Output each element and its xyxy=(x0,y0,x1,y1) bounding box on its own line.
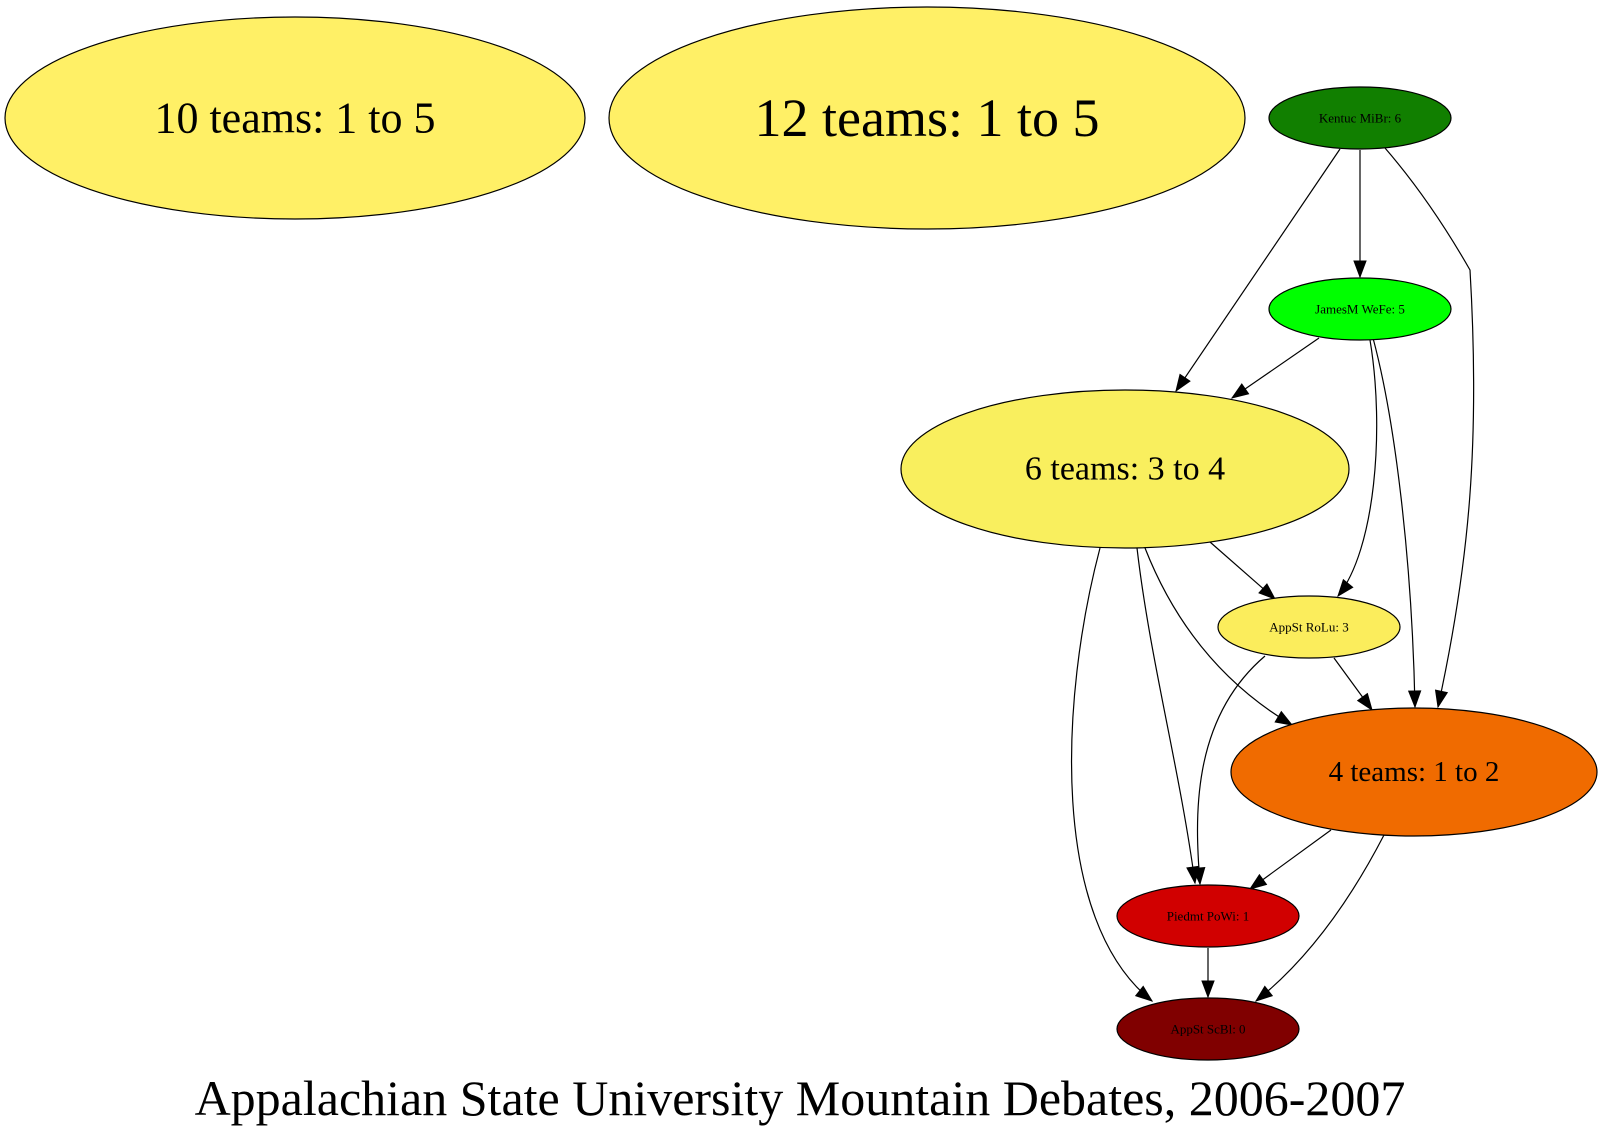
edge-line-jamesm-to-g6 xyxy=(1231,337,1320,399)
arrowhead-g6-to-appst_scbl xyxy=(1134,985,1154,1002)
arrowhead-appst_rolu-to-piedmt xyxy=(1192,867,1206,886)
node-ellipse-g6 xyxy=(900,389,1350,549)
node-kentuc: Kentuc MiBr: 6 xyxy=(1268,86,1452,150)
arrowhead-kentuc-to-g4 xyxy=(1434,689,1449,709)
graph-caption: Appalachian State University Mountain De… xyxy=(195,1070,1406,1126)
node-label-g12: 12 teams: 1 to 5 xyxy=(755,88,1100,148)
node-ellipse-g10 xyxy=(4,16,586,220)
node-g4: 4 teams: 1 to 2 xyxy=(1230,707,1598,837)
edge-g6-to-appst_rolu xyxy=(1209,541,1277,600)
node-jamesm: JamesM WeFe: 5 xyxy=(1268,277,1452,341)
node-ellipse-g4 xyxy=(1230,707,1598,837)
edge-g6-to-piedmt xyxy=(1136,547,1200,885)
edge-line-g4-to-appst_scbl xyxy=(1255,834,1385,1002)
edge-line-g4-to-piedmt xyxy=(1249,829,1332,890)
node-g10: 10 teams: 1 to 5 xyxy=(4,16,586,220)
node-ellipse-piedmt xyxy=(1116,884,1300,948)
arrowhead-piedmt-to-appst_scbl xyxy=(1201,980,1215,999)
node-piedmt: Piedmt PoWi: 1 xyxy=(1116,884,1300,948)
node-g12: 12 teams: 1 to 5 xyxy=(608,6,1246,230)
arrowhead-kentuc-to-g6 xyxy=(1175,373,1191,393)
nodes-layer: 10 teams: 1 to 5 12 teams: 1 to 5 Kentuc M… xyxy=(4,6,1598,1061)
node-ellipse-appst-scbl xyxy=(1116,997,1300,1061)
edge-kentuc-to-g4 xyxy=(1384,147,1475,709)
edge-g6-to-g4 xyxy=(1144,547,1294,726)
edge-appst_rolu-to-g4 xyxy=(1333,657,1373,712)
node-appst-scbl: AppSt ScBl: 0 xyxy=(1116,997,1300,1061)
node-ellipse-kentuc xyxy=(1268,86,1452,150)
edge-appst_rolu-to-piedmt xyxy=(1192,655,1266,886)
edge-kentuc-to-g6 xyxy=(1175,148,1341,393)
node-label-g10: 10 teams: 1 to 5 xyxy=(154,94,435,143)
edge-piedmt-to-appst_scbl xyxy=(1201,948,1215,999)
node-label-appst-rolu: AppSt RoLu: 3 xyxy=(1269,620,1348,635)
edge-g6-to-appst_scbl xyxy=(1070,547,1154,1002)
arrowhead-jamesm-to-g6 xyxy=(1230,383,1250,399)
node-ellipse-jamesm xyxy=(1268,277,1452,341)
edges-layer xyxy=(1070,147,1475,1002)
edge-line-g6-to-piedmt xyxy=(1136,547,1196,884)
arrowhead-jamesm-to-appst_rolu xyxy=(1337,578,1354,598)
node-label-appst-scbl: AppSt ScBl: 0 xyxy=(1170,1022,1245,1037)
edge-jamesm-to-appst_rolu xyxy=(1337,339,1378,598)
arrowhead-g4-to-piedmt xyxy=(1248,873,1268,890)
edge-jamesm-to-g6 xyxy=(1230,337,1320,399)
node-g6: 6 teams: 3 to 4 xyxy=(900,389,1350,549)
edge-kentuc-to-jamesm xyxy=(1353,150,1367,279)
node-ellipse-g12 xyxy=(608,6,1246,230)
node-label-piedmt: Piedmt PoWi: 1 xyxy=(1167,909,1250,924)
node-label-g6: 6 teams: 3 to 4 xyxy=(1025,451,1225,488)
node-label-g4: 4 teams: 1 to 2 xyxy=(1329,756,1500,788)
edge-g4-to-piedmt xyxy=(1248,829,1332,890)
edge-line-kentuc-to-g6 xyxy=(1175,148,1341,392)
arrowhead-kentuc-to-jamesm xyxy=(1353,260,1367,279)
arrowhead-jamesm-to-g4 xyxy=(1407,690,1422,709)
node-ellipse-appst-rolu xyxy=(1217,595,1401,659)
edge-line-kentuc-to-g4 xyxy=(1384,147,1475,708)
arrowhead-g6-to-g4 xyxy=(1274,710,1294,726)
node-label-jamesm: JamesM WeFe: 5 xyxy=(1315,302,1405,317)
arrowhead-g6-to-appst_rolu xyxy=(1258,583,1277,600)
edge-line-jamesm-to-appst_rolu xyxy=(1337,339,1378,597)
arrowhead-appst_rolu-to-g4 xyxy=(1356,692,1373,712)
edge-line-jamesm-to-g4 xyxy=(1372,337,1416,708)
node-appst-rolu: AppSt RoLu: 3 xyxy=(1217,595,1401,659)
arrowhead-g4-to-appst_scbl xyxy=(1254,985,1274,1002)
edge-line-appst_rolu-to-piedmt xyxy=(1196,655,1266,885)
node-label-kentuc: Kentuc MiBr: 6 xyxy=(1319,111,1402,126)
edge-line-g6-to-g4 xyxy=(1144,547,1293,726)
edge-line-g6-to-appst_scbl xyxy=(1070,547,1153,1002)
edge-jamesm-to-g4 xyxy=(1372,337,1422,709)
edge-g4-to-appst_scbl xyxy=(1254,834,1385,1002)
